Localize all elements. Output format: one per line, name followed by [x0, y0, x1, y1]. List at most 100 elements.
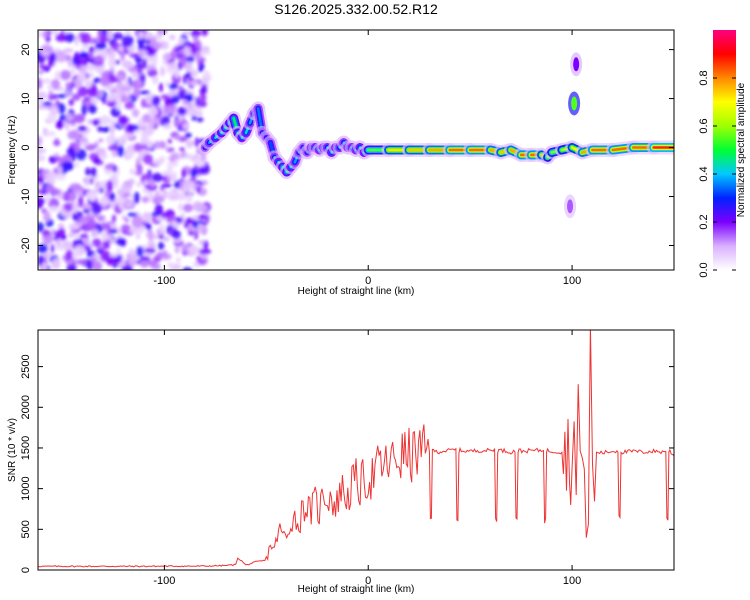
noise-blob — [167, 161, 174, 168]
noise-blob — [147, 93, 154, 100]
noise-blob — [194, 156, 202, 165]
noise-blob — [97, 63, 104, 76]
noise-blob — [50, 79, 61, 90]
noise-blob — [188, 106, 197, 115]
noise-blob — [72, 55, 81, 66]
noise-blob — [118, 115, 129, 126]
noise-blob — [133, 143, 143, 152]
noise-blob — [158, 234, 165, 240]
noise-blob — [196, 204, 209, 212]
noise-blob — [51, 257, 61, 270]
noise-blob — [95, 42, 107, 50]
noise-blob — [199, 93, 207, 102]
noise-blob — [105, 135, 117, 145]
spectrogram-y-axis-label: Frequency (Hz) — [7, 116, 18, 185]
noise-blob — [114, 198, 121, 205]
noise-blob — [54, 137, 59, 147]
colorbar-tick-label: 0.6 — [698, 118, 710, 133]
noise-blob — [136, 246, 144, 258]
noise-blob — [148, 190, 153, 202]
noise-blob — [199, 45, 209, 56]
noise-blob — [185, 93, 194, 103]
noise-blob — [58, 223, 64, 229]
noise-blob — [173, 158, 179, 168]
noise-blob — [189, 81, 200, 86]
noise-blob — [127, 66, 138, 73]
noise-blob — [85, 80, 93, 88]
noise-blob — [131, 108, 140, 118]
noise-blob — [188, 230, 195, 236]
noise-blob — [68, 98, 75, 106]
snr-y-axis-label: SNR (10 * v/v) — [7, 418, 18, 482]
noise-blob — [86, 260, 94, 270]
noise-blob — [120, 49, 125, 62]
noise-blob — [120, 96, 128, 103]
noise-blob — [139, 256, 151, 261]
noise-blob — [137, 36, 146, 46]
noise-blob — [127, 254, 138, 267]
noise-blob — [169, 152, 180, 160]
noise-blob — [57, 166, 63, 177]
noise-blob — [59, 70, 71, 81]
noise-blob — [77, 125, 88, 132]
noise-blob — [68, 223, 80, 230]
spectrogram-ridge — [198, 101, 674, 180]
noise-blob — [173, 180, 180, 189]
noise-blob — [93, 55, 104, 67]
colorbar: 0.0 0.2 0.4 0.6 0.8 Normalized spectral ampl… — [698, 30, 747, 278]
noise-blob — [38, 175, 44, 185]
noise-blob — [82, 209, 92, 214]
noise-blob — [195, 40, 202, 49]
noise-blob — [125, 201, 134, 208]
noise-blob — [107, 144, 120, 151]
noise-blob — [171, 230, 181, 240]
x-tick-label: 100 — [563, 275, 581, 287]
noise-blob — [185, 132, 192, 139]
noise-blob — [65, 113, 74, 122]
noise-blob — [201, 30, 208, 37]
noise-blob — [90, 97, 96, 103]
noise-blob — [79, 234, 88, 239]
snr-plot-area — [38, 330, 674, 570]
spectrogram-x-ticks: -100 0 100 — [153, 30, 581, 287]
noise-blob — [42, 30, 48, 39]
spectrogram-frame — [37, 29, 675, 271]
noise-blob — [174, 68, 179, 79]
noise-blob — [55, 33, 67, 42]
noise-blob — [47, 84, 53, 91]
noise-blob — [79, 51, 89, 59]
noise-blob — [165, 81, 170, 88]
noise-blob — [173, 117, 181, 128]
noise-blob — [69, 191, 76, 203]
noise-blob — [42, 101, 53, 107]
noise-blob — [152, 42, 163, 50]
noise-blob — [74, 140, 81, 153]
noise-blob — [141, 98, 146, 108]
noise-blob — [110, 92, 119, 98]
y-tick-label: 500 — [20, 520, 32, 538]
noise-blob — [160, 115, 171, 127]
noise-blob — [85, 64, 98, 71]
noise-blob — [38, 182, 42, 189]
noise-blob — [48, 205, 59, 212]
noise-blob — [113, 257, 122, 264]
noise-blob — [42, 78, 52, 84]
noise-blob — [99, 196, 109, 207]
noise-blob — [189, 69, 198, 78]
y-tick-label: 2500 — [20, 354, 32, 378]
noise-blob — [141, 132, 149, 143]
colorbar-gradient — [713, 30, 736, 270]
noise-blob — [182, 30, 192, 36]
noise-blob — [167, 138, 172, 144]
feature-core — [571, 96, 578, 111]
noise-blob — [73, 113, 86, 124]
noise-blob — [178, 85, 184, 92]
noise-blob — [159, 30, 165, 34]
noise-blob — [64, 33, 75, 43]
noise-blob — [92, 238, 102, 248]
noise-blob — [155, 190, 160, 196]
feature-core — [567, 199, 574, 214]
noise-blob — [108, 56, 116, 68]
noise-blob — [160, 156, 165, 163]
y-tick-label: 0 — [20, 567, 32, 573]
